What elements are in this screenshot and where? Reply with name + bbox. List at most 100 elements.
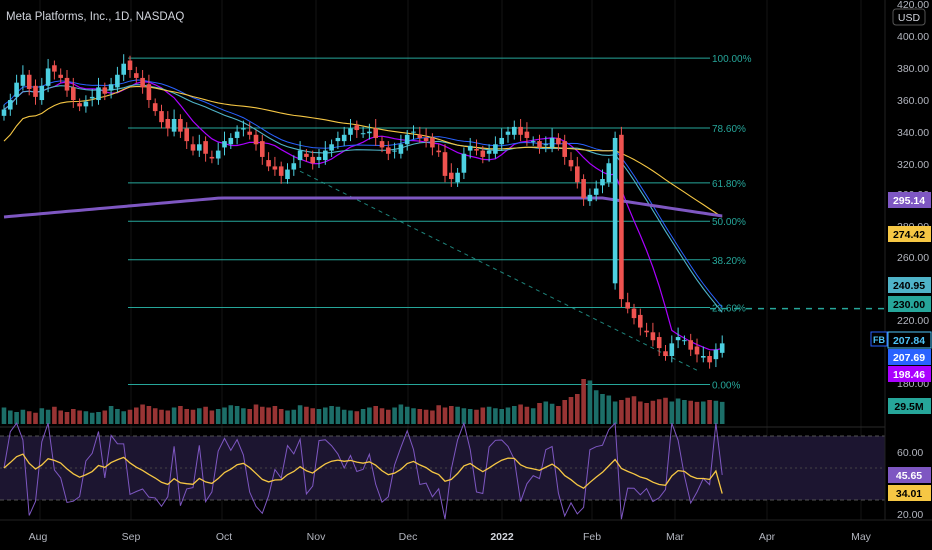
fib-level-label: 61.80% <box>712 179 746 190</box>
candle-body <box>373 128 378 138</box>
rsi-ma-badge-label: 34.01 <box>896 488 922 500</box>
candle-body <box>436 150 441 153</box>
candle-body <box>209 156 215 159</box>
volume-bar <box>159 409 164 424</box>
price-tick: 380.00 <box>897 63 929 75</box>
price-tick: 220.00 <box>897 315 929 327</box>
volume-bar <box>650 400 656 424</box>
candle-body <box>291 163 297 170</box>
candle-body <box>121 63 126 75</box>
candle-body <box>8 100 13 110</box>
volume-bar <box>102 410 108 424</box>
candle-body <box>171 119 177 132</box>
volume-bar <box>77 410 82 424</box>
candle-body <box>253 134 259 145</box>
volume-bar <box>436 405 441 424</box>
ema-badge-label: 207.69 <box>893 352 925 364</box>
volume-bar <box>505 407 511 424</box>
ema-badge <box>888 349 931 365</box>
price-tick: 400.00 <box>897 31 929 43</box>
volume-bar <box>83 411 89 424</box>
candlesticks[interactable] <box>1 54 725 369</box>
volume-bar <box>707 400 712 424</box>
volume-bar <box>1 407 7 424</box>
time-axis[interactable]: Aug Sep Oct Nov Dec 2022 Feb Mar Apr May <box>29 531 872 543</box>
candle-body <box>467 145 473 151</box>
volume-bar <box>675 398 681 424</box>
fib-level-label: 100.00% <box>712 54 752 65</box>
rsi-ma-badge <box>888 485 931 501</box>
candle-body <box>587 194 593 202</box>
ma50-badge <box>888 226 931 242</box>
candle-body <box>323 150 328 161</box>
volume-bar <box>140 404 145 424</box>
trend-line[interactable] <box>299 170 701 373</box>
time-tick: Nov <box>307 531 326 543</box>
candle-body <box>392 150 397 152</box>
volume-bar <box>354 411 360 424</box>
volume-bar <box>222 407 227 424</box>
volume-bar <box>682 400 687 424</box>
candle-body <box>20 74 26 86</box>
ma50-badge-label: 274.42 <box>893 229 925 241</box>
candle-body <box>600 179 605 186</box>
price-tick: 260.00 <box>897 252 929 264</box>
candle-body <box>278 166 284 176</box>
candle-body <box>335 137 341 142</box>
candle-body <box>241 128 246 130</box>
rsi-axis[interactable]: 60.00 20.00 <box>897 447 923 521</box>
volume-bar <box>33 412 38 424</box>
candle-body <box>146 84 152 101</box>
volume-bar <box>14 412 19 424</box>
currency-label: USD <box>898 12 921 24</box>
volume-bar <box>581 379 586 424</box>
candle-body <box>89 96 95 99</box>
volume-bar <box>549 403 555 424</box>
rsi-line <box>3 421 723 520</box>
volume-bar <box>593 390 599 424</box>
candle-body <box>33 85 38 97</box>
currency-button[interactable]: USD <box>892 8 926 26</box>
candle-body <box>543 144 549 146</box>
volume-bar <box>228 405 234 424</box>
volume-bar <box>631 396 637 424</box>
volume-bar <box>480 407 486 424</box>
volume-bar <box>556 406 561 424</box>
candle-body <box>134 73 139 78</box>
candle-body <box>486 150 492 154</box>
volume-badge <box>888 398 931 414</box>
volume-bar <box>467 409 473 424</box>
volume-bar <box>530 408 536 424</box>
volume-bar <box>134 407 139 424</box>
candle-body <box>159 111 164 123</box>
candle-body <box>127 60 133 71</box>
volume-bar <box>367 407 372 424</box>
candle-body <box>417 134 423 138</box>
candle-body <box>423 137 429 142</box>
volume-bar <box>335 406 341 424</box>
volume-bar <box>58 410 63 424</box>
ma20-line <box>3 84 723 313</box>
candle-body <box>222 141 227 148</box>
rsi-band <box>0 436 885 500</box>
candle-body <box>694 346 700 355</box>
volume-badge-label: 29.5M <box>894 401 923 413</box>
volume-bar <box>430 410 435 424</box>
candle-body <box>190 144 196 151</box>
candle-body <box>1 109 7 116</box>
volume-bar <box>518 404 523 424</box>
volume-bar <box>694 401 700 424</box>
candle-body <box>304 153 309 157</box>
candle-body <box>64 77 70 91</box>
fib-level-label: 23.60% <box>712 303 746 314</box>
moving-averages <box>3 79 723 351</box>
volume-bar <box>486 406 492 424</box>
volume-bar <box>606 395 612 424</box>
volume-bar <box>417 409 423 424</box>
time-tick: Oct <box>216 531 232 543</box>
rsi-pane[interactable] <box>0 421 885 520</box>
volume-bar <box>329 406 334 424</box>
candle-body <box>152 103 158 112</box>
time-tick: May <box>851 531 872 543</box>
